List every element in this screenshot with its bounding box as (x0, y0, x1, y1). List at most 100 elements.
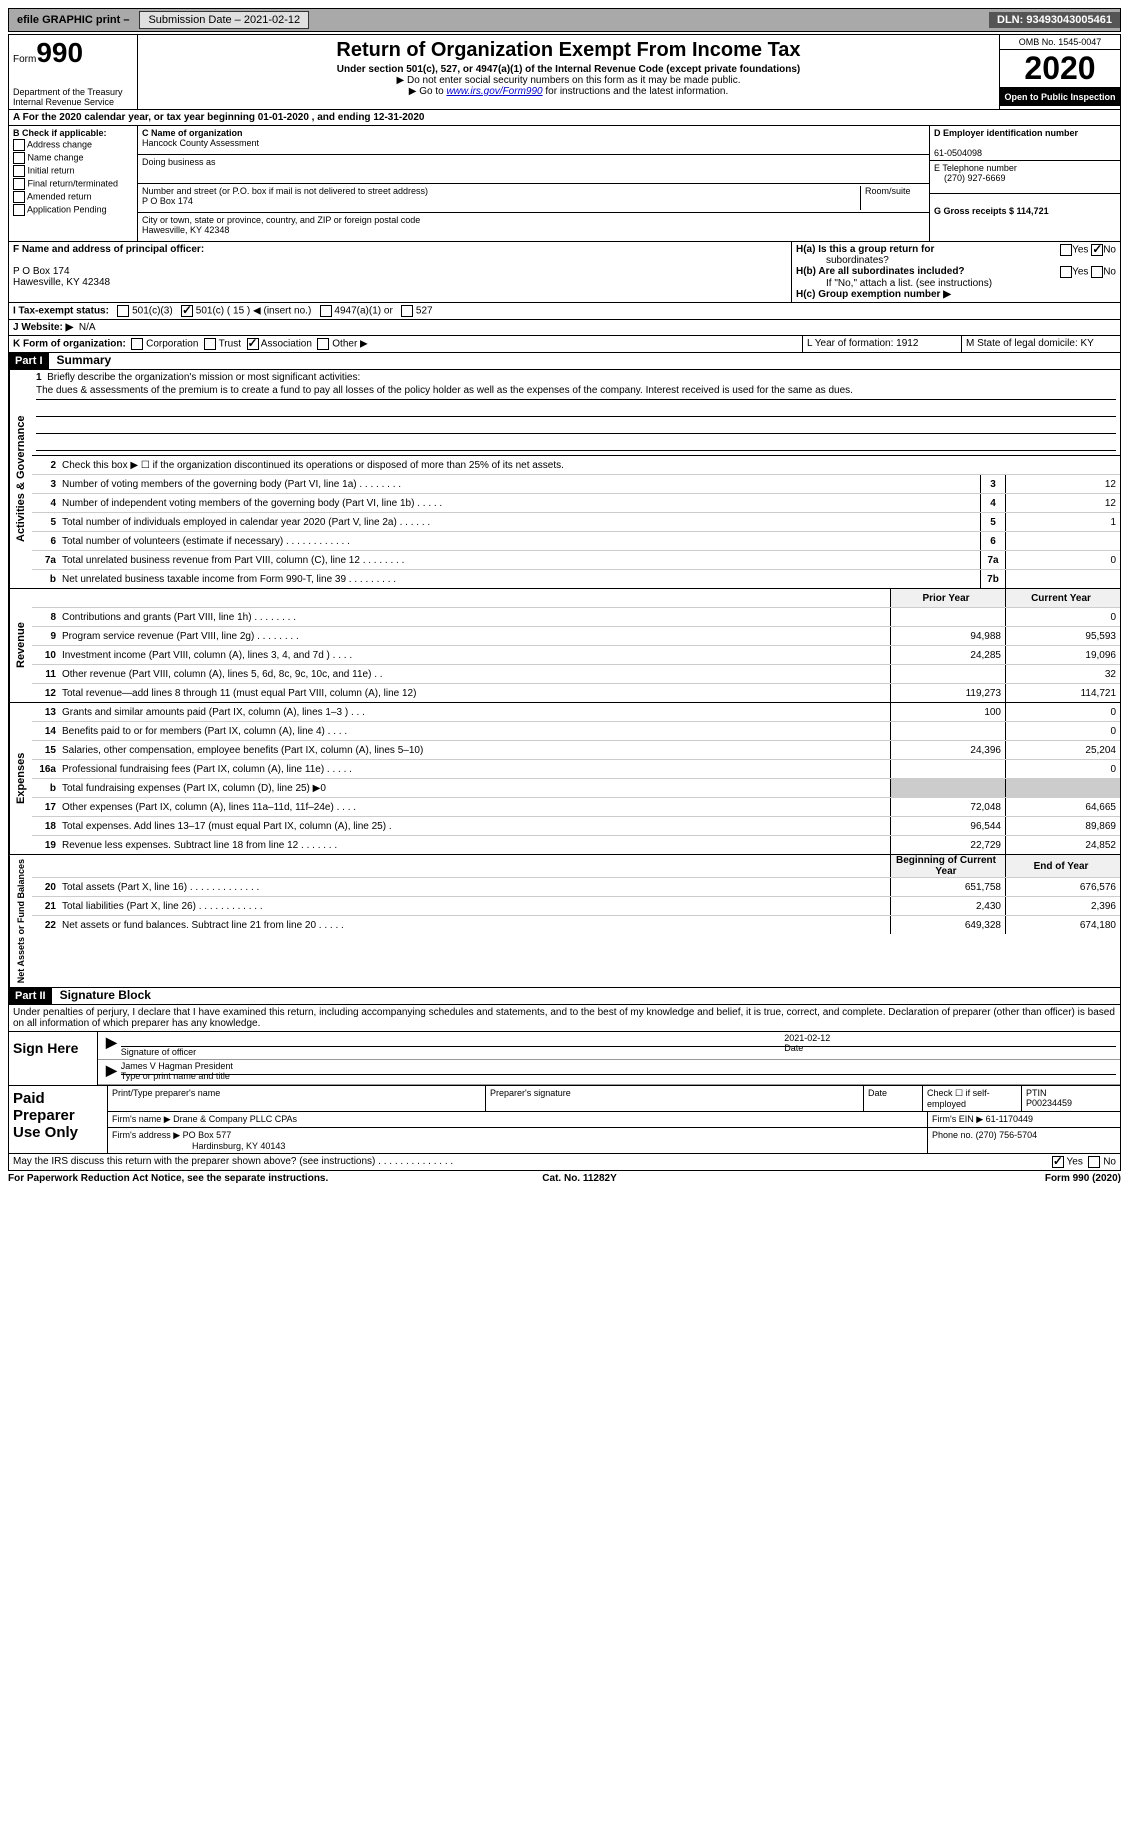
hb-note: If "No," attach a list. (see instruction… (796, 278, 1116, 289)
officer-sig-line: ▶ Signature of officer 2021-02-12Date (98, 1032, 1120, 1060)
ha-no-cb[interactable] (1091, 244, 1103, 256)
hc-label: H(c) Group exemption number ▶ (796, 289, 951, 300)
i-cb-501c[interactable] (181, 305, 193, 317)
preparer-grid: Print/Type preparer's name Preparer's si… (108, 1086, 1120, 1153)
instr-2: ▶ Go to www.irs.gov/Form990 for instruct… (142, 86, 995, 97)
ha-sub: subordinates? (796, 255, 889, 266)
arrow-icon-2: ▶ (102, 1062, 121, 1082)
k-cb-corp[interactable] (131, 338, 143, 350)
irs-link[interactable]: www.irs.gov/Form990 (446, 86, 542, 97)
line-j: J Website: ▶ N/A (8, 320, 1121, 336)
cb-final[interactable]: Final return/terminated (13, 178, 133, 190)
k-label: K Form of organization: (13, 339, 126, 350)
pra-text: For Paperwork Reduction Act Notice, see … (8, 1173, 328, 1184)
cb-pending[interactable]: Application Pending (13, 204, 133, 216)
prep-row-1: Print/Type preparer's name Preparer's si… (108, 1086, 1120, 1112)
i-cb-527[interactable] (401, 305, 413, 317)
line-18: 18Total expenses. Add lines 13–17 (must … (32, 817, 1120, 836)
hb-yes-cb[interactable] (1060, 266, 1072, 278)
room-label: Room/suite (861, 186, 925, 210)
omb-number: OMB No. 1545-0047 (1000, 35, 1120, 50)
dba-label: Doing business as (142, 157, 216, 167)
row-fh: F Name and address of principal officer:… (8, 242, 1121, 303)
ein-label: D Employer identification number (934, 128, 1078, 138)
col-d: D Employer identification number 61-0504… (929, 126, 1120, 241)
firm-addr: PO Box 577 (183, 1130, 232, 1140)
dba-cell: Doing business as (138, 155, 929, 184)
revenue-body: Prior Year Current Year 8Contributions a… (32, 589, 1120, 702)
firm-ein-label: Firm's EIN ▶ (932, 1114, 983, 1124)
part-2-title: Signature Block (52, 988, 151, 1004)
firm-phone: (270) 756-5704 (976, 1130, 1038, 1140)
j-val: N/A (79, 322, 96, 333)
firm-phone-label: Phone no. (932, 1130, 973, 1140)
discuss-yes-cb[interactable] (1052, 1156, 1064, 1168)
ha-label: H(a) Is this a group return for (796, 244, 934, 255)
footer: For Paperwork Reduction Act Notice, see … (8, 1171, 1121, 1186)
revenue-header: Prior Year Current Year (32, 589, 1120, 608)
form-title: Return of Organization Exempt From Incom… (142, 39, 995, 62)
part-2-header: Part II Signature Block (8, 988, 1121, 1005)
form-ref: Form 990 (2020) (1045, 1173, 1121, 1184)
cb-initial[interactable]: Initial return (13, 165, 133, 177)
open-inspection: Open to Public Inspection (1000, 88, 1120, 106)
cb-addr-label: Address change (27, 139, 92, 149)
hb-no-cb[interactable] (1091, 266, 1103, 278)
prep-name-label: Print/Type preparer's name (108, 1086, 486, 1111)
k-cb-trust[interactable] (204, 338, 216, 350)
sign-here-row: Sign Here ▶ Signature of officer 2021-02… (9, 1031, 1120, 1085)
cb-initial-label: Initial return (28, 165, 75, 175)
phone-label: E Telephone number (934, 163, 1017, 173)
efile-label: efile GRAPHIC print – (9, 12, 137, 28)
form-number: Form990 (13, 37, 133, 69)
line-7a: 7aTotal unrelated business revenue from … (32, 551, 1120, 570)
netassets-label: Net Assets or Fund Balances (9, 855, 32, 987)
i-label: I Tax-exempt status: (13, 306, 109, 317)
ha-yes-cb[interactable] (1060, 244, 1072, 256)
mission-text: The dues & assessments of the premium is… (36, 385, 1116, 400)
submission-date-btn[interactable]: Submission Date – 2021-02-12 (139, 11, 309, 29)
firm-ein: 61-1170449 (986, 1114, 1033, 1124)
discuss-yes: Yes (1067, 1157, 1083, 1168)
sign-here-content: ▶ Signature of officer 2021-02-12Date ▶ … (98, 1032, 1120, 1085)
governance-label: Activities & Governance (9, 370, 32, 588)
line-11: 11Other revenue (Part VIII, column (A), … (32, 665, 1120, 684)
k-cb-other[interactable] (317, 338, 329, 350)
line-15: 15Salaries, other compensation, employee… (32, 741, 1120, 760)
ptin-label: PTIN (1026, 1088, 1047, 1098)
line-k: K Form of organization: Corporation Trus… (9, 336, 802, 352)
cb-final-label: Final return/terminated (28, 178, 119, 188)
officer-name-line: ▶ James V Hagman PresidentType or print … (98, 1060, 1120, 1085)
dept-label: Department of the Treasury Internal Reve… (13, 87, 133, 107)
discuss-no-cb[interactable] (1088, 1156, 1100, 1168)
sig-date-label: Date (784, 1043, 803, 1053)
org-name-cell: C Name of organization Hancock County As… (138, 126, 929, 155)
i-opt2: 4947(a)(1) or (334, 306, 392, 317)
officer-name: James V Hagman President (121, 1061, 1116, 1071)
line-8: 8Contributions and grants (Part VIII, li… (32, 608, 1120, 627)
cb-name-change[interactable]: Name change (13, 152, 133, 164)
firm-city: Hardinsburg, KY 40143 (112, 1141, 285, 1151)
k-cb-assoc[interactable] (247, 338, 259, 350)
cb-address-change[interactable]: Address change (13, 139, 133, 151)
j-label: J Website: ▶ (13, 322, 73, 333)
i-cb-501c3[interactable] (117, 305, 129, 317)
line-19: 19Revenue less expenses. Subtract line 1… (32, 836, 1120, 854)
prep-row-2: Firm's name ▶ Drane & Company PLLC CPAs … (108, 1112, 1120, 1128)
part-2-label: Part II (9, 988, 52, 1004)
netassets-section: Net Assets or Fund Balances Beginning of… (8, 855, 1121, 988)
firm-addr-label: Firm's address ▶ (112, 1130, 180, 1140)
mission-line4 (36, 436, 1116, 451)
f-addr1: P O Box 174 (13, 266, 70, 277)
check-self-label: Check ☐ if self-employed (923, 1086, 1022, 1111)
sign-here-label: Sign Here (9, 1032, 98, 1085)
line-i: I Tax-exempt status: 501(c)(3) 501(c) ( … (8, 303, 1121, 320)
penalty-text: Under penalties of perjury, I declare th… (9, 1005, 1120, 1031)
k-opt3: Other ▶ (332, 339, 367, 350)
hb-label: H(b) Are all subordinates included? (796, 266, 965, 277)
i-cb-4947[interactable] (320, 305, 332, 317)
cb-amended[interactable]: Amended return (13, 191, 133, 203)
prep-sig-label: Preparer's signature (486, 1086, 864, 1111)
line-9: 9Program service revenue (Part VIII, lin… (32, 627, 1120, 646)
col-b: B Check if applicable: Address change Na… (9, 126, 138, 241)
